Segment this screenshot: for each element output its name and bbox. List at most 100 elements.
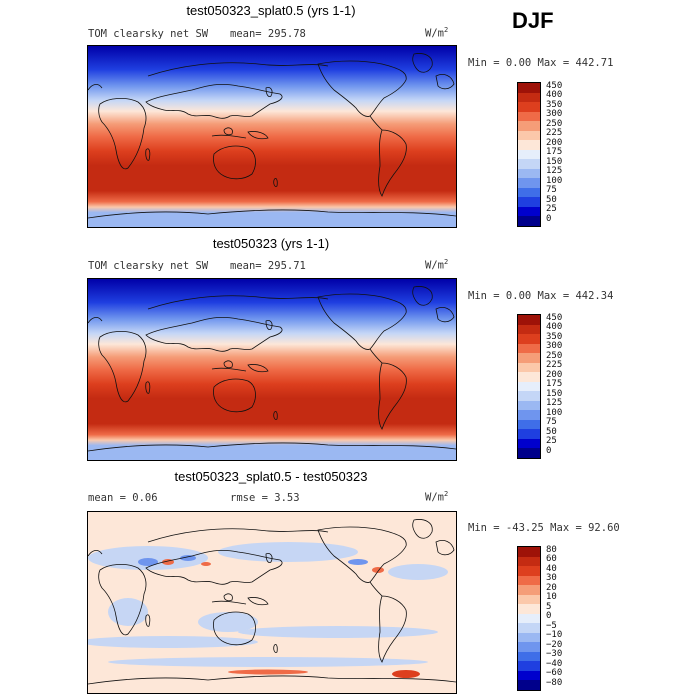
colorbar-tick-label: −40: [546, 658, 563, 669]
panel-3-colorbar: [517, 546, 541, 691]
colorbar-tick-label: 225: [546, 360, 563, 371]
colorbar-swatch: [518, 651, 540, 662]
colorbar-tick-label: 40: [546, 563, 557, 574]
panel-1-map-svg: [88, 46, 456, 227]
panel-1-colorbar: [517, 82, 541, 227]
colorbar-swatch: [518, 111, 540, 122]
colorbar-swatch: [518, 102, 540, 112]
colorbar-tick-label: 60: [546, 554, 557, 565]
colorbar-tick-label: 350: [546, 99, 563, 110]
panel-2-units: W/m2: [425, 258, 449, 272]
colorbar-tick-label: −80: [546, 677, 563, 688]
colorbar-swatch: [518, 187, 540, 198]
colorbar-tick-label: 75: [546, 417, 557, 428]
colorbar-swatch: [518, 661, 540, 671]
colorbar-swatch: [518, 613, 540, 624]
colorbar-swatch: [518, 121, 540, 131]
colorbar-swatch: [518, 438, 540, 449]
colorbar-swatch: [518, 429, 540, 439]
colorbar-swatch: [518, 448, 540, 458]
panel-3-units: W/m2: [425, 490, 449, 504]
panel-1-minmax: Min = 0.00 Max = 442.71: [468, 57, 614, 69]
colorbar-tick-label: 125: [546, 398, 563, 409]
panel-3-map-svg: [88, 512, 456, 693]
panel-2-map: [87, 278, 457, 461]
colorbar-tick-label: 150: [546, 388, 563, 399]
colorbar-tick-label: 50: [546, 194, 557, 205]
colorbar-tick-label: 250: [546, 118, 563, 129]
colorbar-swatch: [518, 206, 540, 217]
colorbar-swatch: [518, 334, 540, 344]
colorbar-tick-label: 75: [546, 185, 557, 196]
colorbar-tick-label: 20: [546, 582, 557, 593]
colorbar-swatch: [518, 92, 540, 103]
colorbar-tick-label: 25: [546, 204, 557, 215]
colorbar-swatch: [518, 216, 540, 226]
colorbar-tick-label: 30: [546, 573, 557, 584]
panel-1-variable: TOM clearsky net SW: [88, 28, 209, 40]
colorbar-tick-label: 400: [546, 90, 563, 101]
colorbar-tick-label: 225: [546, 128, 563, 139]
colorbar-swatch: [518, 632, 540, 643]
colorbar-swatch: [518, 353, 540, 363]
colorbar-tick-label: 100: [546, 407, 563, 418]
colorbar-swatch: [518, 670, 540, 681]
colorbar-swatch: [518, 585, 540, 595]
colorbar-swatch: [518, 642, 540, 652]
panel-3-title: test050323_splat0.5 - test050323: [174, 469, 368, 484]
colorbar-tick-label: 450: [546, 312, 563, 323]
colorbar-tick-label: −10: [546, 630, 563, 641]
panel-2-map-svg: [88, 279, 456, 460]
colorbar-swatch: [518, 343, 540, 354]
colorbar-swatch: [518, 315, 540, 325]
colorbar-tick-label: 125: [546, 166, 563, 177]
colorbar-swatch: [518, 83, 540, 93]
colorbar-tick-label: 250: [546, 350, 563, 361]
colorbar-tick-label: 200: [546, 137, 563, 148]
colorbar-tick-label: 175: [546, 147, 563, 158]
colorbar-tick-label: 0: [546, 445, 552, 456]
panel-2-minmax: Min = 0.00 Max = 442.34: [468, 290, 614, 302]
colorbar-swatch: [518, 410, 540, 420]
colorbar-tick-label: 25: [546, 436, 557, 447]
colorbar-swatch: [518, 575, 540, 586]
colorbar-tick-label: 200: [546, 369, 563, 380]
panel-2-mean: mean= 295.71: [230, 260, 306, 272]
colorbar-tick-label: 150: [546, 156, 563, 167]
colorbar-swatch: [518, 391, 540, 401]
colorbar-tick-label: 450: [546, 80, 563, 91]
colorbar-tick-label: 0: [546, 611, 552, 622]
panel-1-map: [87, 45, 457, 228]
colorbar-tick-label: 80: [546, 544, 557, 555]
colorbar-swatch: [518, 556, 540, 567]
panel-3-minmax: Min = -43.25 Max = 92.60: [468, 522, 620, 534]
colorbar-swatch: [518, 324, 540, 335]
panel-3-map: [87, 511, 457, 694]
colorbar-swatch: [518, 594, 540, 605]
colorbar-swatch: [518, 130, 540, 141]
colorbar-swatch: [518, 149, 540, 160]
panel-2-colorbar: [517, 314, 541, 459]
colorbar-tick-label: −30: [546, 649, 563, 660]
colorbar-tick-label: 175: [546, 379, 563, 390]
colorbar-tick-label: −20: [546, 639, 563, 650]
colorbar-swatch: [518, 419, 540, 430]
colorbar-swatch: [518, 604, 540, 614]
colorbar-tick-label: 50: [546, 426, 557, 437]
colorbar-swatch: [518, 372, 540, 382]
colorbar-tick-label: 350: [546, 331, 563, 342]
colorbar-tick-label: 300: [546, 341, 563, 352]
panel-3-mean: mean = 0.06: [88, 492, 158, 504]
panel-2-title: test050323 (yrs 1-1): [212, 236, 330, 251]
colorbar-tick-label: 100: [546, 175, 563, 186]
colorbar-swatch: [518, 566, 540, 576]
colorbar-swatch: [518, 168, 540, 179]
colorbar-tick-label: −60: [546, 668, 563, 679]
panel-1-mean: mean= 295.78: [230, 28, 306, 40]
panel-1-units: W/m2: [425, 26, 449, 40]
panel-3-rmse: rmse = 3.53: [230, 492, 300, 504]
colorbar-swatch: [518, 140, 540, 150]
colorbar-swatch: [518, 197, 540, 207]
colorbar-tick-label: 300: [546, 109, 563, 120]
colorbar-tick-label: 400: [546, 322, 563, 333]
